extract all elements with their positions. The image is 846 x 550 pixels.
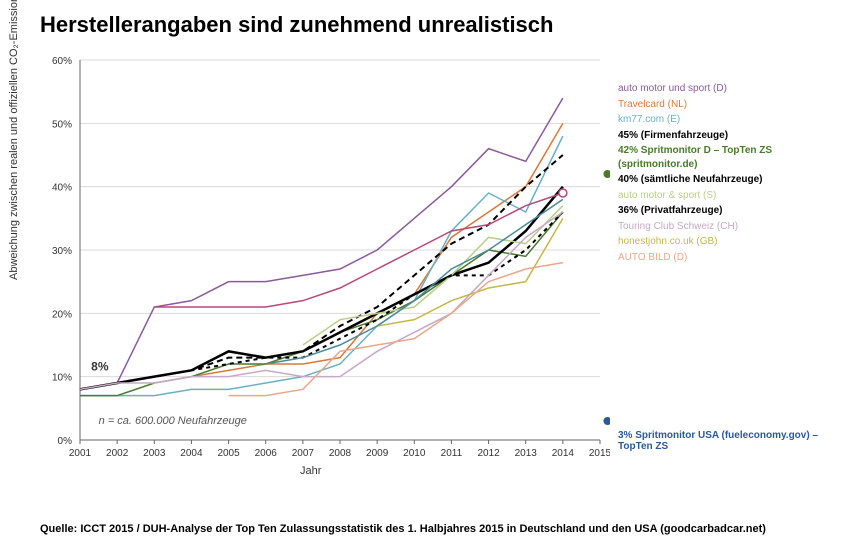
marker-dot xyxy=(603,170,610,178)
line-chart: 0% 10% 20% 30% 40% 50% 60% 2001 2002 2003 2004 2005… xyxy=(0,40,610,470)
svg-text:2012: 2012 xyxy=(477,448,500,459)
svg-text:10%: 10% xyxy=(52,373,72,384)
svg-text:2004: 2004 xyxy=(180,448,203,459)
svg-text:40%: 40% xyxy=(52,183,72,194)
svg-text:2009: 2009 xyxy=(366,448,389,459)
legend-item: 40% (sämtliche Neufahrzeuge) xyxy=(618,173,838,187)
series-line xyxy=(80,212,563,389)
legend-item: auto motor und sport (D) xyxy=(618,82,838,96)
legend-item: Travelcard (NL) xyxy=(618,98,838,112)
legend-item: honestjohn.co.uk (GB) xyxy=(618,235,838,249)
svg-text:2010: 2010 xyxy=(403,448,426,459)
legend-item: 45% (Firmenfahrzeuge) xyxy=(618,129,838,143)
svg-text:2003: 2003 xyxy=(143,448,166,459)
series-line xyxy=(80,98,563,389)
svg-text:2005: 2005 xyxy=(217,448,240,459)
series-line xyxy=(80,212,563,389)
chart-title: Herstellerangaben sind zunehmend unreali… xyxy=(40,12,553,38)
svg-text:2002: 2002 xyxy=(106,448,129,459)
svg-text:2001: 2001 xyxy=(69,448,92,459)
svg-text:2011: 2011 xyxy=(441,448,463,459)
legend: auto motor und sport (D) Travelcard (NL)k… xyxy=(618,82,838,266)
svg-text:2013: 2013 xyxy=(515,448,538,459)
svg-text:0%: 0% xyxy=(58,436,73,447)
marker-dot xyxy=(559,189,567,197)
legend-item: 42% Spritmonitor D – TopTen ZS (spritmon… xyxy=(618,144,838,171)
series-line xyxy=(80,136,563,396)
series-line xyxy=(229,263,563,396)
legend-item: Touring Club Schweiz (CH) xyxy=(618,220,838,234)
svg-text:50%: 50% xyxy=(52,119,72,130)
svg-text:20%: 20% xyxy=(52,309,72,320)
svg-text:2007: 2007 xyxy=(292,448,315,459)
svg-text:60%: 60% xyxy=(52,56,72,67)
legend-item-extra: 3% Spritmonitor USA (fueleconomy.gov) – … xyxy=(618,430,838,452)
svg-text:2006: 2006 xyxy=(255,448,278,459)
source-credit: Quelle: ICCT 2015 / DUH-Analyse der Top … xyxy=(40,522,806,536)
svg-text:30%: 30% xyxy=(52,246,72,257)
x-axis-label: Jahr xyxy=(300,465,321,477)
legend-item: 36% (Privatfahrzeuge) xyxy=(618,204,838,218)
legend-item: auto motor & sport (S) xyxy=(618,189,838,203)
legend-item: AUTO BILD (D) xyxy=(618,251,838,265)
legend-item: km77.com (E) xyxy=(618,113,838,127)
svg-text:2008: 2008 xyxy=(329,448,352,459)
chart-annotation: 8% xyxy=(91,359,109,373)
series-line xyxy=(80,212,563,396)
chart-annotation: n = ca. 600.000 Neufahrzeuge xyxy=(99,415,247,427)
page: Herstellerangaben sind zunehmend unreali… xyxy=(0,0,846,550)
svg-text:2015: 2015 xyxy=(589,448,610,459)
marker-dot xyxy=(603,417,610,425)
svg-text:2014: 2014 xyxy=(552,448,575,459)
